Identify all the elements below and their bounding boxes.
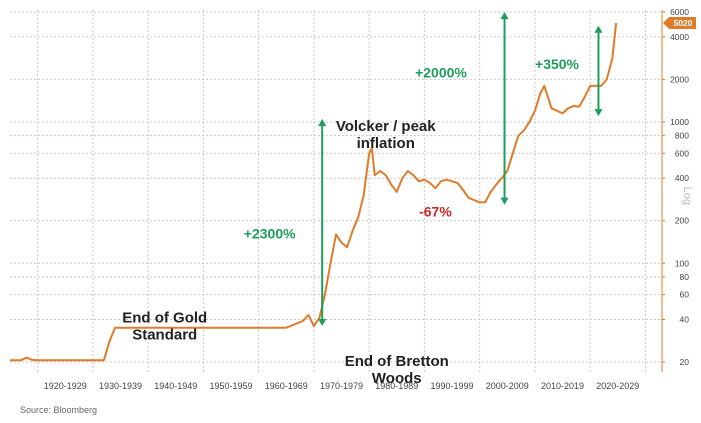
arrow-head-up xyxy=(500,12,509,20)
y-tick-label: 4000 xyxy=(670,32,689,42)
x-tick-label: 1970-1979 xyxy=(320,381,363,391)
annotation-line: inflation xyxy=(357,135,415,152)
x-tick-label: 2020-2029 xyxy=(596,381,639,391)
annotation-text: +2000% xyxy=(415,64,467,80)
y-tick-label: 400 xyxy=(675,173,689,183)
line-layer xyxy=(10,22,618,362)
x-tick-label: 1990-1999 xyxy=(431,381,474,391)
x-tick-label: 1930-1939 xyxy=(99,381,142,391)
series-line xyxy=(10,22,618,362)
x-tick-labels: 1920-1929 1930-1939 1940-1949 1950-1959 1960… xyxy=(44,381,640,391)
annotation-text: +2300% xyxy=(244,225,296,241)
arrow-layer xyxy=(318,12,603,326)
annotation-text: -67% xyxy=(419,203,452,219)
grid-layer xyxy=(10,10,663,372)
y-tick-label: 20 xyxy=(680,357,690,367)
annotation-text: End of Gold Standard xyxy=(122,310,207,344)
x-tick-label: 1960-1969 xyxy=(265,381,308,391)
x-tick-label: 1950-1959 xyxy=(209,381,252,391)
annotation-line: Volcker / peak xyxy=(336,118,436,135)
y-tick-label: 200 xyxy=(675,216,689,226)
annotation-text: End of Bretton Woods xyxy=(345,353,449,387)
y-tick-label: 600 xyxy=(675,148,689,158)
y-tick-labels: 20 40 60 80 100 200 400 600 800 1000 2000 4000 6000 xyxy=(662,7,689,367)
annotation-line: End of Bretton xyxy=(345,353,449,370)
y-tick-label: 40 xyxy=(680,314,690,324)
y-tick-label: 80 xyxy=(680,272,690,282)
arrow-head-down xyxy=(500,197,509,205)
y-tick-label: 100 xyxy=(675,258,689,268)
source-note: Source: Bloomberg xyxy=(20,405,97,415)
arrow-head-up xyxy=(594,25,603,33)
annotation-layer: End of Gold Standard End of Bretton Woods Vo… xyxy=(122,56,579,387)
annotation-text: +350% xyxy=(535,56,580,72)
y-tick-label: 6000 xyxy=(670,7,689,17)
badge-shape xyxy=(663,16,696,29)
annotation-line: +350% xyxy=(535,56,580,72)
y-axis-label: Log xyxy=(681,187,693,205)
y-tick-label: 60 xyxy=(680,290,690,300)
y-tick-label: 1000 xyxy=(670,117,689,127)
arrow-head-down xyxy=(318,318,327,326)
annotation-line: -67% xyxy=(419,203,452,219)
annotation-line: End of Gold xyxy=(122,310,207,327)
x-tick-label: 2000-2009 xyxy=(486,381,529,391)
y-tick-label: 2000 xyxy=(670,74,689,84)
annotation-line: Standard xyxy=(132,327,197,344)
y-tick-label: 800 xyxy=(675,131,689,141)
arrow-head-down xyxy=(594,109,603,117)
x-tick-label: 2010-2019 xyxy=(541,381,584,391)
arrow-head-up xyxy=(318,118,327,126)
x-tick-label: 1940-1949 xyxy=(154,381,197,391)
last-value-badge: 5020 xyxy=(663,16,696,29)
annotation-line: +2000% xyxy=(415,64,467,80)
x-tick-label: 1980-1989 xyxy=(375,381,418,391)
annotation-text: Volcker / peak inflation xyxy=(336,118,436,152)
x-tick-label: 1920-1929 xyxy=(44,381,87,391)
annotation-line: +2300% xyxy=(244,225,296,241)
badge-value: 5020 xyxy=(674,18,693,28)
annotation-line: Woods xyxy=(372,370,422,387)
